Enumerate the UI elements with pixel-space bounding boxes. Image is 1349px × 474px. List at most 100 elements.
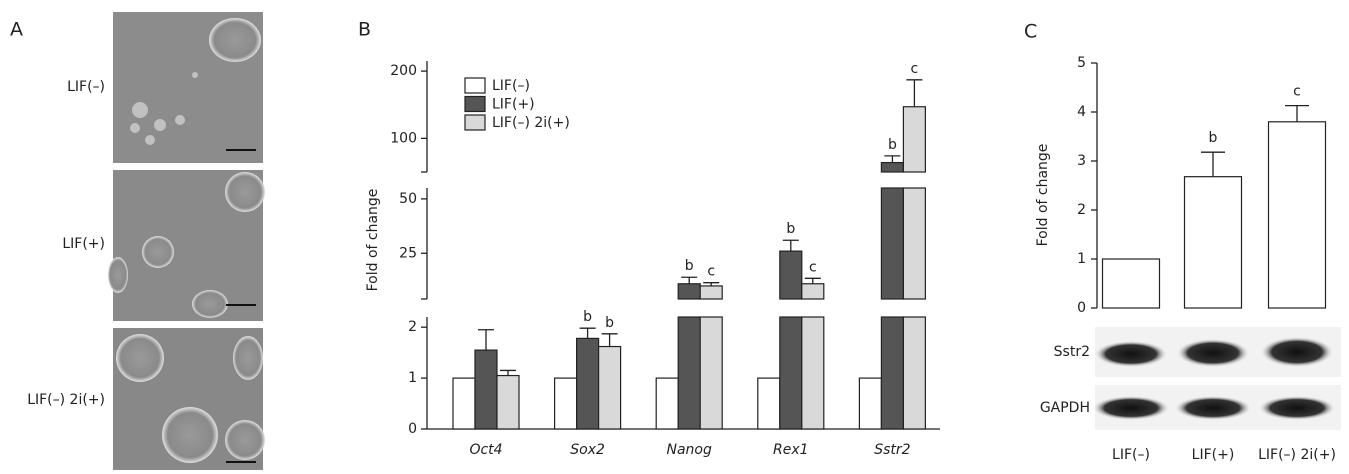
y-tick-label: 50 bbox=[399, 191, 417, 207]
bar-piece bbox=[802, 284, 824, 299]
error-bar bbox=[783, 240, 799, 251]
bar-piece bbox=[678, 284, 700, 299]
bar bbox=[881, 163, 903, 429]
bar bbox=[453, 378, 475, 429]
significance-label: b bbox=[786, 221, 795, 237]
micrograph bbox=[108, 12, 265, 470]
bar bbox=[700, 286, 722, 429]
bar-piece bbox=[881, 188, 903, 299]
bar-piece bbox=[802, 317, 824, 429]
bar bbox=[903, 107, 925, 429]
bar bbox=[555, 378, 577, 429]
error-bar bbox=[805, 278, 821, 283]
y-tick-label: 100 bbox=[390, 130, 417, 146]
condition-label: LIF(+) bbox=[62, 236, 105, 252]
significance-label: c bbox=[809, 259, 817, 275]
panel-label: C bbox=[1024, 21, 1037, 43]
error-bar bbox=[1201, 152, 1225, 177]
bar-piece bbox=[497, 376, 519, 429]
bar-piece bbox=[453, 378, 475, 429]
legend-label: LIF(+) bbox=[492, 97, 535, 113]
bar-piece bbox=[678, 317, 700, 429]
blot-label: GAPDH bbox=[1040, 400, 1090, 416]
figure: A LIF(–) LIF(+) LIF(–) 2i(+) B Fold of c… bbox=[0, 0, 1349, 474]
significance-label: c bbox=[1293, 84, 1301, 100]
bar bbox=[780, 251, 802, 429]
x-tick-label: Sox2 bbox=[570, 442, 605, 458]
bar bbox=[802, 284, 824, 429]
error-bar bbox=[580, 328, 596, 338]
bar-piece bbox=[700, 317, 722, 429]
y-tick-label: 1 bbox=[1077, 251, 1086, 267]
bar bbox=[475, 350, 497, 429]
y-tick-label: 2 bbox=[408, 319, 417, 335]
western-blot bbox=[1093, 327, 1341, 430]
error-bar bbox=[602, 334, 618, 347]
condition-label: LIF(–) 2i(+) bbox=[27, 392, 105, 408]
bar-piece bbox=[599, 347, 621, 429]
y-tick-label: 4 bbox=[1077, 104, 1086, 120]
bar-piece bbox=[475, 350, 497, 429]
error-bar bbox=[884, 156, 900, 163]
bar-piece bbox=[700, 286, 722, 299]
bar bbox=[599, 347, 621, 429]
bar-piece bbox=[903, 317, 925, 429]
blot-label: Sstr2 bbox=[1054, 344, 1090, 360]
x-tick-label: LIF(–) bbox=[1112, 447, 1150, 463]
y-tick-label: 25 bbox=[399, 245, 417, 261]
significance-label: c bbox=[911, 61, 919, 77]
y-tick-label: 0 bbox=[1077, 300, 1086, 316]
bar bbox=[758, 378, 780, 429]
legend-label: LIF(–) bbox=[492, 78, 530, 94]
bar-piece bbox=[903, 188, 925, 299]
bar bbox=[1103, 259, 1160, 308]
legend-swatch bbox=[465, 115, 485, 130]
significance-label: b bbox=[605, 315, 614, 331]
bar bbox=[656, 378, 678, 429]
bar-piece bbox=[903, 107, 925, 172]
panel-label: B bbox=[358, 19, 371, 41]
error-bar bbox=[906, 80, 922, 107]
legend-swatch bbox=[465, 78, 485, 93]
significance-label: c bbox=[707, 264, 715, 280]
legend-swatch bbox=[465, 97, 485, 112]
bar bbox=[859, 378, 881, 429]
y-tick-label: 3 bbox=[1077, 153, 1086, 169]
bar bbox=[497, 376, 519, 429]
x-tick-label: Nanog bbox=[667, 442, 712, 458]
y-tick-label: 200 bbox=[390, 63, 417, 79]
y-tick-label: 1 bbox=[408, 370, 417, 386]
panel-label: A bbox=[10, 19, 23, 41]
bar-piece bbox=[780, 317, 802, 429]
legend-label: LIF(–) 2i(+) bbox=[492, 115, 570, 131]
y-axis-label: Fold of change bbox=[1035, 144, 1051, 247]
bar-piece bbox=[555, 378, 577, 429]
y-tick-label: 0 bbox=[408, 421, 417, 437]
error-bar bbox=[478, 330, 494, 350]
y-tick-label: 5 bbox=[1077, 55, 1086, 71]
bar-piece bbox=[780, 251, 802, 299]
x-tick-label: Oct4 bbox=[469, 442, 502, 458]
bar-piece bbox=[881, 163, 903, 172]
bar bbox=[1185, 177, 1242, 308]
bar-piece bbox=[859, 378, 881, 429]
x-tick-label: Sstr2 bbox=[874, 442, 910, 458]
bar-piece bbox=[881, 317, 903, 429]
bar-piece bbox=[758, 378, 780, 429]
significance-label: b bbox=[685, 258, 694, 274]
y-axis-label: Fold of change bbox=[365, 189, 381, 292]
bar bbox=[577, 338, 599, 429]
error-bar bbox=[681, 277, 697, 284]
error-bar bbox=[500, 370, 516, 375]
bar bbox=[678, 284, 700, 429]
significance-label: b bbox=[583, 309, 592, 325]
bar-piece bbox=[577, 338, 599, 429]
x-tick-label: Rex1 bbox=[773, 442, 809, 458]
x-tick-label: LIF(–) 2i(+) bbox=[1258, 447, 1336, 463]
significance-label: b bbox=[1209, 130, 1218, 146]
y-tick-label: 2 bbox=[1077, 202, 1086, 218]
x-tick-label: LIF(+) bbox=[1192, 447, 1235, 463]
bar bbox=[1269, 122, 1326, 308]
condition-label: LIF(–) bbox=[67, 79, 105, 95]
bar-piece bbox=[656, 378, 678, 429]
